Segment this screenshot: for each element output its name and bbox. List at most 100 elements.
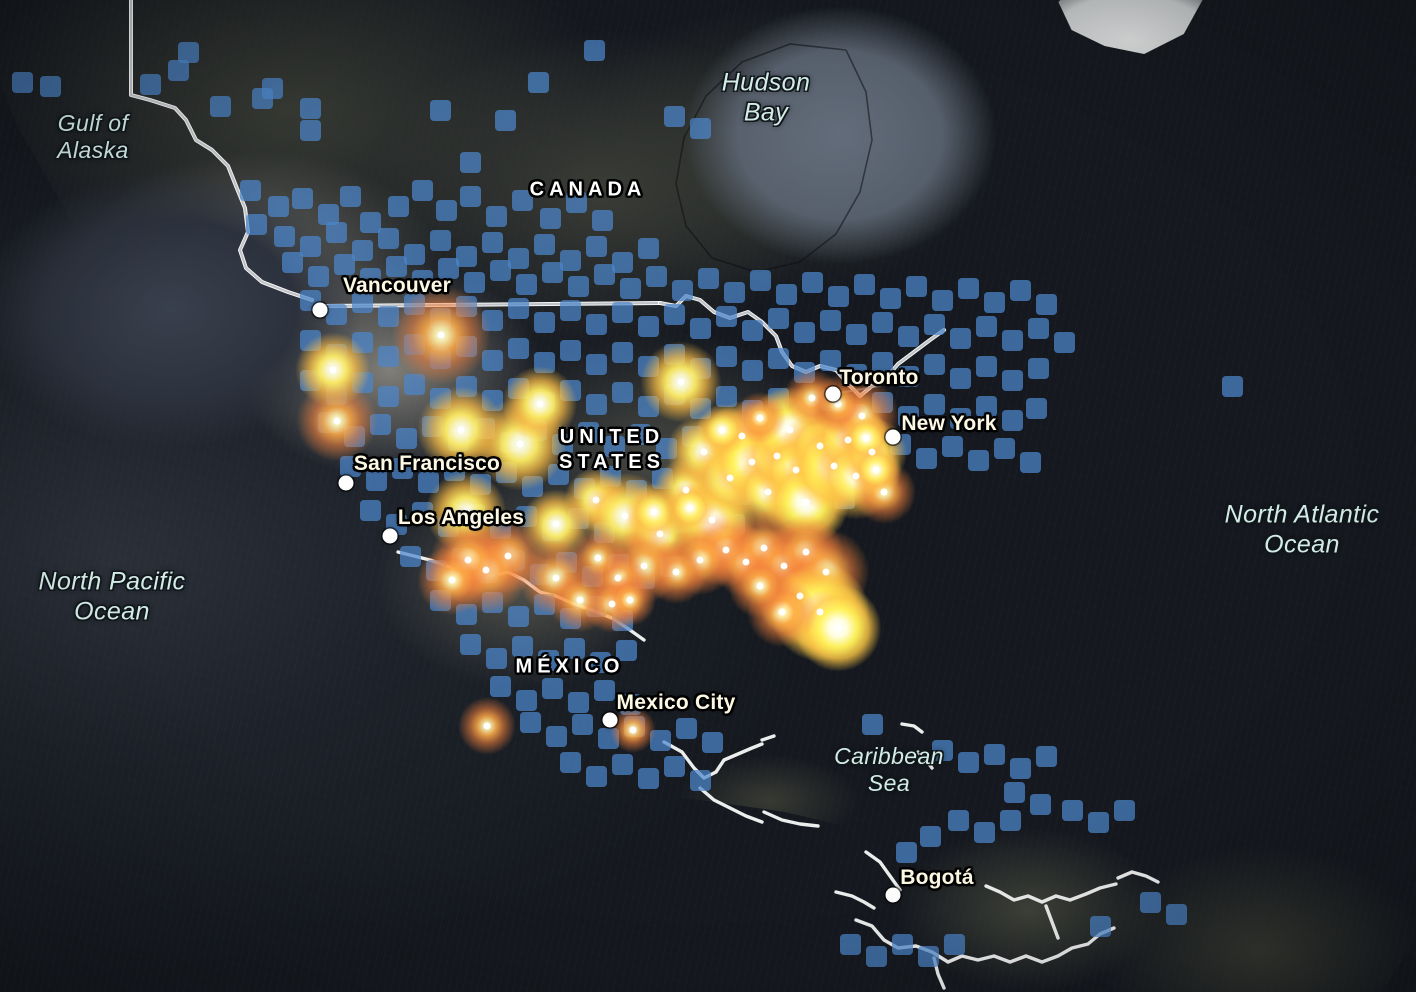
grid-cell[interactable] xyxy=(486,648,507,669)
grid-cell[interactable] xyxy=(512,190,533,211)
grid-cell[interactable] xyxy=(862,714,883,735)
grid-cell[interactable] xyxy=(586,766,607,787)
grid-cell[interactable] xyxy=(584,40,605,61)
grid-cell[interactable] xyxy=(566,192,587,213)
grid-cell[interactable] xyxy=(326,304,347,325)
grid-cell[interactable] xyxy=(974,822,995,843)
grid-cell[interactable] xyxy=(210,96,231,117)
grid-cell[interactable] xyxy=(360,268,381,289)
grid-cell[interactable] xyxy=(638,238,659,259)
grid-cell[interactable] xyxy=(590,652,611,673)
grid-cell[interactable] xyxy=(534,312,555,333)
grid-cell[interactable] xyxy=(512,636,533,657)
grid-cell[interactable] xyxy=(1114,800,1135,821)
grid-cell[interactable] xyxy=(140,74,161,95)
grid-cell[interactable] xyxy=(564,638,585,659)
grid-cell[interactable] xyxy=(300,98,321,119)
grid-cell[interactable] xyxy=(820,310,841,331)
grid-cell[interactable] xyxy=(460,634,481,655)
grid-cell[interactable] xyxy=(958,752,979,773)
grid-cell[interactable] xyxy=(932,740,953,761)
grid-cell[interactable] xyxy=(586,314,607,335)
grid-cell[interactable] xyxy=(586,354,607,375)
grid-cell[interactable] xyxy=(920,826,941,847)
grid-cell[interactable] xyxy=(594,264,615,285)
grid-cell[interactable] xyxy=(568,692,589,713)
grid-cell[interactable] xyxy=(542,678,563,699)
grid-cell[interactable] xyxy=(542,262,563,283)
grid-cell[interactable] xyxy=(994,438,1015,459)
grid-cell[interactable] xyxy=(638,768,659,789)
grid-cell[interactable] xyxy=(246,214,267,235)
grid-cell[interactable] xyxy=(592,210,613,231)
grid-cell[interactable] xyxy=(352,292,373,313)
grid-cell[interactable] xyxy=(968,450,989,471)
grid-cell[interactable] xyxy=(308,266,329,287)
grid-cell[interactable] xyxy=(750,270,771,291)
grid-cell[interactable] xyxy=(616,640,637,661)
grid-cell[interactable] xyxy=(1000,810,1021,831)
grid-cell[interactable] xyxy=(546,726,567,747)
grid-cell[interactable] xyxy=(944,934,965,955)
grid-cell[interactable] xyxy=(300,120,321,141)
grid-cell[interactable] xyxy=(560,340,581,361)
grid-cell[interactable] xyxy=(1002,370,1023,391)
grid-cell[interactable] xyxy=(334,254,355,275)
grid-cell[interactable] xyxy=(240,180,261,201)
grid-cell[interactable] xyxy=(528,72,549,93)
grid-cell[interactable] xyxy=(378,386,399,407)
grid-cell[interactable] xyxy=(898,326,919,347)
grid-cell[interactable] xyxy=(178,42,199,63)
grid-cell[interactable] xyxy=(1036,746,1057,767)
grid-cell[interactable] xyxy=(586,236,607,257)
grid-cell[interactable] xyxy=(638,316,659,337)
grid-cell[interactable] xyxy=(520,712,541,733)
grid-cell[interactable] xyxy=(916,448,937,469)
grid-cell[interactable] xyxy=(1010,758,1031,779)
grid-cell[interactable] xyxy=(534,234,555,255)
grid-cell[interactable] xyxy=(976,316,997,337)
grid-cell[interactable] xyxy=(300,236,321,257)
city-marker-dot[interactable] xyxy=(602,712,618,728)
grid-cell[interactable] xyxy=(690,118,711,139)
grid-cell[interactable] xyxy=(430,230,451,251)
grid-cell[interactable] xyxy=(776,284,797,305)
grid-cell[interactable] xyxy=(612,382,633,403)
grid-cell[interactable] xyxy=(352,240,373,261)
grid-cell[interactable] xyxy=(292,188,313,209)
grid-cell[interactable] xyxy=(984,292,1005,313)
grid-cell[interactable] xyxy=(508,338,529,359)
grid-cell[interactable] xyxy=(1090,916,1111,937)
grid-cell[interactable] xyxy=(495,110,516,131)
grid-cell[interactable] xyxy=(516,690,537,711)
grid-cell[interactable] xyxy=(612,252,633,273)
grid-cell[interactable] xyxy=(508,298,529,319)
grid-cell[interactable] xyxy=(412,180,433,201)
grid-cell[interactable] xyxy=(924,314,945,335)
grid-cell[interactable] xyxy=(664,106,685,127)
grid-cell[interactable] xyxy=(578,422,599,443)
grid-cell[interactable] xyxy=(430,100,451,121)
grid-cell[interactable] xyxy=(1002,410,1023,431)
grid-cell[interactable] xyxy=(880,288,901,309)
grid-cell[interactable] xyxy=(262,78,283,99)
grid-cell[interactable] xyxy=(460,152,481,173)
grid-cell[interactable] xyxy=(924,354,945,375)
grid-cell[interactable] xyxy=(360,500,381,521)
grid-cell[interactable] xyxy=(664,756,685,777)
grid-cell[interactable] xyxy=(282,252,303,273)
grid-cell[interactable] xyxy=(898,366,919,387)
grid-cell[interactable] xyxy=(318,204,339,225)
grid-cell[interactable] xyxy=(768,348,789,369)
grid-cell[interactable] xyxy=(1166,904,1187,925)
grid-cell[interactable] xyxy=(802,272,823,293)
grid-cell[interactable] xyxy=(392,458,413,479)
grid-cell[interactable] xyxy=(896,842,917,863)
grid-cell[interactable] xyxy=(664,304,685,325)
grid-cell[interactable] xyxy=(326,222,347,243)
grid-cell[interactable] xyxy=(1028,318,1049,339)
grid-cell[interactable] xyxy=(274,226,295,247)
grid-cell[interactable] xyxy=(672,280,693,301)
grid-cell[interactable] xyxy=(1002,330,1023,351)
